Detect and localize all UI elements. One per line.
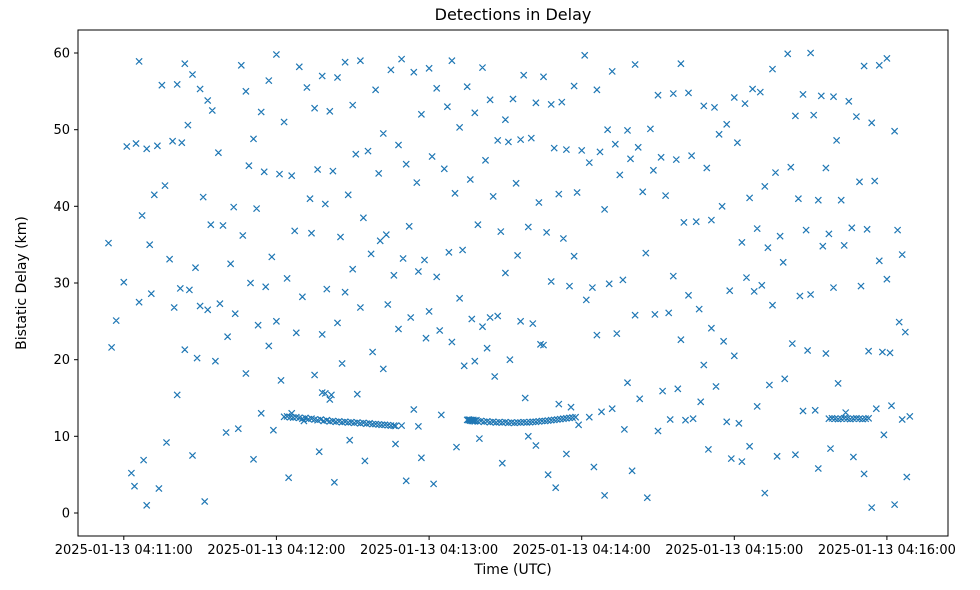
x-axis-label: Time (UTC)	[474, 562, 552, 578]
y-tick-label: 20	[53, 353, 70, 368]
x-tick-label: 2025-01-13 04:11:00	[55, 543, 193, 558]
y-tick-label: 50	[53, 123, 70, 138]
y-tick-label: 40	[53, 200, 70, 215]
y-tick-label: 0	[62, 507, 70, 522]
x-tick-label: 2025-01-13 04:14:00	[513, 543, 651, 558]
y-tick-label: 10	[53, 430, 70, 445]
x-tick-label: 2025-01-13 04:15:00	[665, 543, 803, 558]
x-tick-label: 2025-01-13 04:12:00	[207, 543, 345, 558]
plot-frame	[77, 29, 949, 537]
y-tick-label: 30	[53, 277, 70, 292]
y-tick-label: 60	[53, 47, 70, 62]
scatter-points	[104, 49, 914, 512]
chart-title: Detections in Delay	[434, 5, 592, 24]
x-tick-label: 2025-01-13 04:16:00	[818, 543, 956, 558]
x-tick-label: 2025-01-13 04:13:00	[360, 543, 498, 558]
